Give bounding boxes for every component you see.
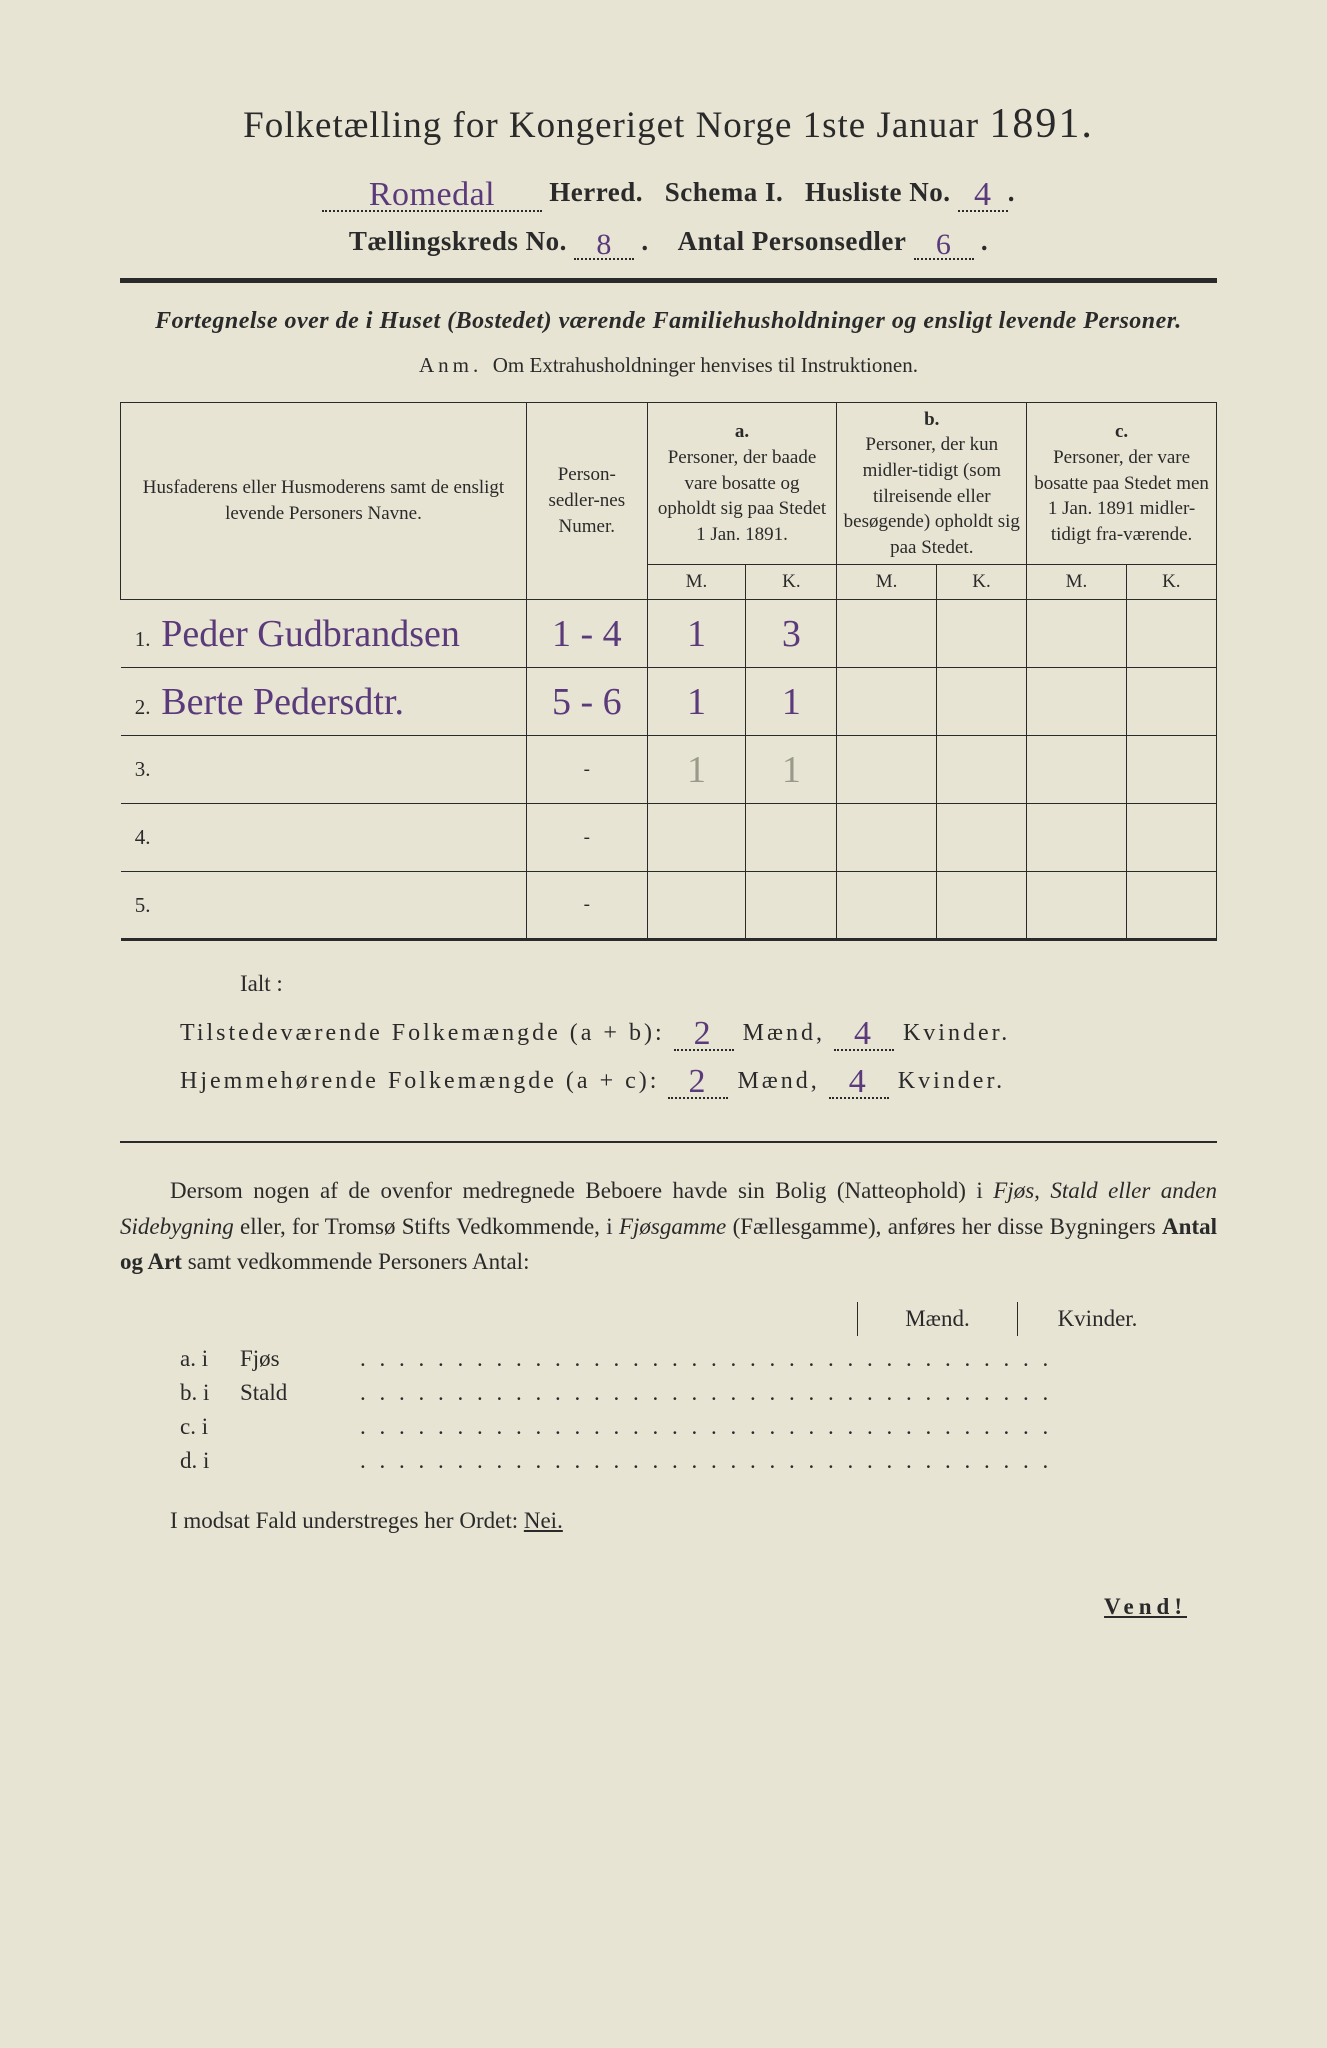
header-line-3: Tællingskreds No. 8 . Antal Personsedler… (120, 224, 1217, 260)
nei-line: I modsat Fald understreges her Ordet: Ne… (120, 1508, 1217, 1534)
husliste-label: Husliste No. (805, 177, 951, 207)
herred-label: Herred. (549, 177, 643, 207)
building-row: c. i. . . . . . . . . . . . . . . . . . … (180, 1414, 1217, 1440)
table-row: 4. - (121, 804, 1217, 872)
present-k: 4 (854, 1015, 874, 1052)
kreds-label: Tællingskreds No. (349, 226, 567, 256)
col-b-k: K. (936, 565, 1026, 600)
anm-text: Om Extrahusholdninger henvises til Instr… (493, 353, 918, 377)
buildings-columns: Mænd. Kvinder. (120, 1302, 1217, 1336)
col-names-header: Husfaderens eller Husmoderens samt de en… (121, 402, 527, 599)
table-row: 1. Peder Gudbrandsen1 - 413 (121, 600, 1217, 668)
anm-label: Anm. (419, 353, 482, 377)
resident-m: 2 (688, 1063, 708, 1100)
header-line-2: Romedal Herred. Schema I. Husliste No. 4… (120, 172, 1217, 212)
build-maend: Mænd. (857, 1302, 1017, 1336)
col-c-header: c. Personer, der vare bosatte paa Stedet… (1027, 402, 1217, 565)
building-row: d. i. . . . . . . . . . . . . . . . . . … (180, 1448, 1217, 1474)
household-table: Husfaderens eller Husmoderens samt de en… (120, 402, 1217, 941)
totals-line-1: Tilstedeværende Folkemængde (a + b): 2 M… (180, 1011, 1217, 1051)
present-m: 2 (694, 1015, 714, 1052)
build-kvinder: Kvinder. (1017, 1302, 1177, 1336)
col-c-m: M. (1027, 565, 1126, 600)
rule-2 (120, 1141, 1217, 1143)
col-a-m: M. (647, 565, 746, 600)
col-a-header: a. Personer, der baade vare bosatte og o… (647, 402, 837, 565)
buildings-paragraph: Dersom nogen af de ovenfor medregnede Be… (120, 1173, 1217, 1280)
subtitle-2: Anm. Om Extrahusholdninger henvises til … (120, 353, 1217, 378)
antal-label: Antal Personsedler (678, 226, 907, 256)
title-prefix: Folketælling for Kongeriget Norge 1ste J… (243, 105, 979, 146)
herred-value: Romedal (369, 176, 495, 213)
col-b-header: b. Personer, der kun midler-tidigt (som … (837, 402, 1027, 565)
col-b-m: M. (837, 565, 936, 600)
col-a-k: K. (746, 565, 837, 600)
building-row: b. iStald. . . . . . . . . . . . . . . .… (180, 1380, 1217, 1406)
ialt-label: Ialt : (240, 971, 1217, 997)
title-year: 1891. (989, 101, 1094, 147)
building-row: a. iFjøs. . . . . . . . . . . . . . . . … (180, 1346, 1217, 1372)
antal-value: 6 (936, 228, 952, 261)
col-numbers-header: Person-sedler-nes Numer. (526, 402, 647, 599)
page-title: Folketælling for Kongeriget Norge 1ste J… (120, 100, 1217, 148)
schema-label: Schema I. (665, 177, 784, 207)
resident-k: 4 (849, 1063, 869, 1100)
husliste-value: 4 (974, 176, 992, 213)
subtitle-1: Fortegnelse over de i Huset (Bostedet) v… (120, 305, 1217, 339)
table-row: 2. Berte Pedersdtr.5 - 611 (121, 668, 1217, 736)
kreds-value: 8 (596, 228, 612, 261)
rule-1 (120, 278, 1217, 283)
table-row: 5. - (121, 872, 1217, 940)
col-c-k: K. (1126, 565, 1216, 600)
vend-label: Vend! (120, 1594, 1217, 1620)
totals-line-2: Hjemmehørende Folkemængde (a + c): 2 Mæn… (180, 1059, 1217, 1099)
nei-word: Nei. (524, 1508, 563, 1533)
table-row: 3. -11 (121, 736, 1217, 804)
